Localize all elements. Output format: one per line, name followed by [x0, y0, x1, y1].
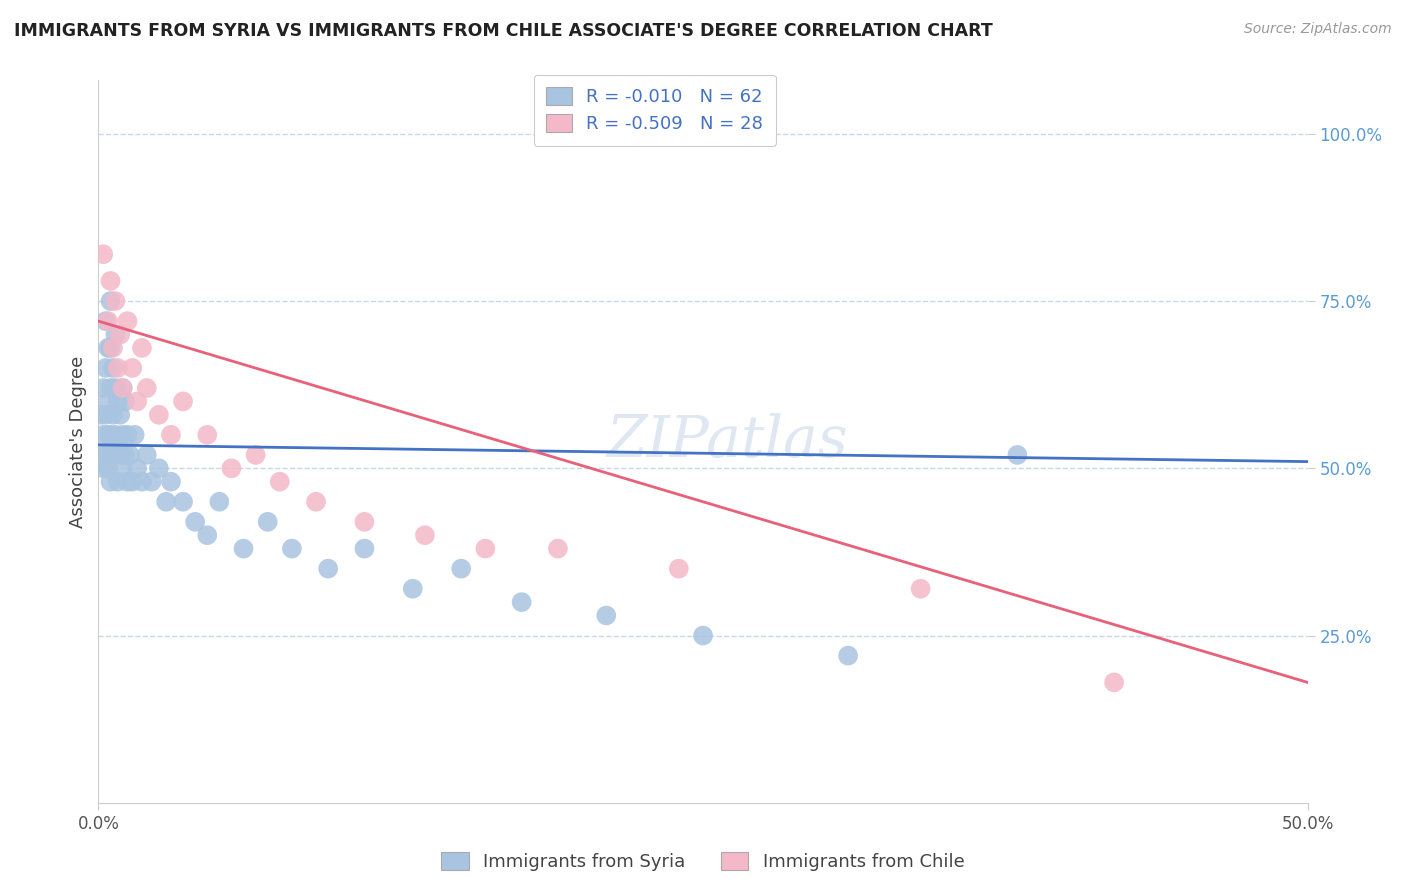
- Point: [97, 461, 120, 475]
- Point: [316, 562, 339, 576]
- Point: [281, 541, 304, 556]
- Point: [101, 408, 124, 422]
- Point: [111, 427, 134, 442]
- Point: [91, 247, 114, 261]
- Point: [547, 541, 569, 556]
- Point: [135, 448, 157, 462]
- Point: [94, 314, 117, 328]
- Point: [97, 427, 120, 442]
- Point: [195, 427, 218, 442]
- Point: [232, 541, 254, 556]
- Point: [353, 541, 375, 556]
- Point: [208, 494, 231, 508]
- Point: [97, 314, 120, 328]
- Point: [127, 461, 149, 475]
- Point: [108, 327, 131, 342]
- Point: [148, 461, 170, 475]
- Point: [195, 528, 218, 542]
- Point: [668, 562, 690, 576]
- Point: [111, 461, 134, 475]
- Legend: Immigrants from Syria, Immigrants from Chile: Immigrants from Syria, Immigrants from C…: [434, 846, 972, 879]
- Point: [104, 381, 127, 395]
- Point: [305, 494, 328, 508]
- Point: [101, 361, 124, 376]
- Point: [245, 448, 267, 462]
- Point: [91, 427, 114, 442]
- Point: [1102, 675, 1125, 690]
- Point: [104, 327, 127, 342]
- Point: [474, 541, 496, 556]
- Point: [101, 448, 124, 462]
- Point: [1007, 448, 1029, 462]
- Point: [131, 475, 153, 489]
- Point: [121, 361, 143, 376]
- Point: [148, 408, 170, 422]
- Point: [413, 528, 436, 542]
- Point: [256, 515, 278, 529]
- Point: [91, 461, 114, 475]
- Point: [910, 582, 932, 596]
- Point: [117, 427, 139, 442]
- Text: Source: ZipAtlas.com: Source: ZipAtlas.com: [1244, 22, 1392, 37]
- Point: [124, 427, 146, 442]
- Point: [221, 461, 243, 475]
- Point: [184, 515, 207, 529]
- Point: [94, 361, 117, 376]
- Point: [160, 427, 183, 442]
- Point: [117, 475, 139, 489]
- Point: [118, 448, 141, 462]
- Legend: R = -0.010   N = 62, R = -0.509   N = 28: R = -0.010 N = 62, R = -0.509 N = 28: [534, 75, 776, 146]
- Point: [402, 582, 425, 596]
- Point: [94, 408, 117, 422]
- Point: [107, 475, 129, 489]
- Point: [101, 341, 124, 355]
- Point: [97, 341, 120, 355]
- Point: [100, 427, 122, 442]
- Point: [104, 294, 127, 309]
- Point: [450, 562, 472, 576]
- Point: [510, 595, 533, 609]
- Point: [160, 475, 183, 489]
- Point: [100, 274, 122, 288]
- Point: [100, 294, 122, 309]
- Y-axis label: Associate's Degree: Associate's Degree: [69, 355, 87, 528]
- Point: [155, 494, 177, 508]
- Point: [108, 448, 131, 462]
- Point: [131, 341, 153, 355]
- Point: [837, 648, 859, 663]
- Text: ZIPatlas: ZIPatlas: [606, 413, 848, 470]
- Point: [172, 494, 194, 508]
- Point: [104, 427, 127, 442]
- Point: [107, 361, 129, 376]
- Point: [172, 394, 194, 409]
- Text: IMMIGRANTS FROM SYRIA VS IMMIGRANTS FROM CHILE ASSOCIATE'S DEGREE CORRELATION CH: IMMIGRANTS FROM SYRIA VS IMMIGRANTS FROM…: [14, 22, 993, 40]
- Point: [91, 381, 114, 395]
- Point: [135, 381, 157, 395]
- Point: [108, 408, 131, 422]
- Point: [100, 475, 122, 489]
- Point: [90, 448, 112, 462]
- Point: [100, 341, 122, 355]
- Point: [97, 394, 120, 409]
- Point: [90, 408, 112, 422]
- Point: [114, 448, 136, 462]
- Point: [100, 381, 122, 395]
- Point: [111, 381, 134, 395]
- Point: [111, 381, 134, 395]
- Point: [94, 448, 117, 462]
- Point: [121, 475, 143, 489]
- Point: [114, 394, 136, 409]
- Point: [127, 394, 149, 409]
- Point: [692, 628, 714, 642]
- Point: [107, 394, 129, 409]
- Point: [117, 314, 139, 328]
- Point: [353, 515, 375, 529]
- Point: [595, 608, 617, 623]
- Point: [141, 475, 163, 489]
- Point: [269, 475, 291, 489]
- Point: [107, 434, 129, 449]
